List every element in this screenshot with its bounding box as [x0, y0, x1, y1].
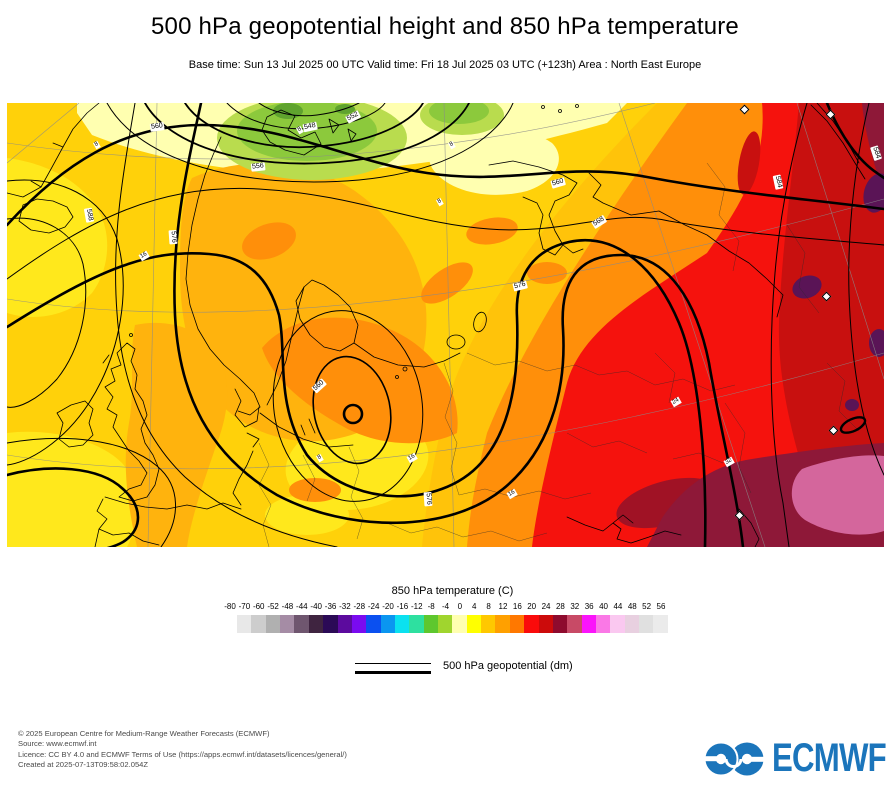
colorbar-cell	[438, 615, 453, 633]
colorbar-tick-label: 0	[457, 602, 463, 611]
colorbar-tick-label: -28	[353, 602, 366, 611]
footer-copyright: © 2025 European Centre for Medium-Range …	[18, 729, 270, 738]
contour-line-sample	[355, 661, 431, 675]
colorbar-tick-label: -32	[339, 602, 351, 611]
colorbar-cell	[337, 615, 352, 633]
weather-map: 560 548 552 556 588 576 560 568 576 584 560 576 584 8…	[7, 103, 884, 547]
page-title: 500 hPa geopotential height and 850 hPa …	[151, 13, 739, 40]
colorbar-cell	[567, 615, 582, 633]
colorbar-cell	[509, 615, 525, 633]
ecmwf-logo-icon	[702, 741, 768, 776]
geopotential-legend-label: 500 hPa geopotential (dm)	[443, 660, 573, 672]
colorbar-tick-label: -44	[296, 602, 308, 611]
colorbar-tick-label: -52	[267, 602, 279, 611]
footer-licence: Licence: CC BY 4.0 and ECMWF Terms of Us…	[18, 749, 347, 759]
colorbar-tick-label: -36	[324, 602, 337, 611]
colorbar-cell	[294, 615, 309, 633]
colorbar-cell	[595, 615, 611, 633]
colorbar-cell	[251, 615, 266, 633]
colorbar-cell	[466, 615, 482, 633]
colorbar-tick-label: -60	[252, 602, 265, 611]
colorbar-cell	[351, 615, 367, 633]
colorbar-tick-label: -20	[382, 602, 394, 611]
colorbar-tick-label: -24	[367, 602, 380, 611]
colorbar-tick-label: 48	[627, 602, 637, 611]
colorbar-cell	[423, 615, 439, 633]
ecmwf-logo: ECMWF	[702, 736, 890, 781]
colorbar-cell	[481, 615, 496, 633]
colorbar-tick-label: 56	[656, 602, 666, 611]
colorbar-cell	[280, 615, 295, 633]
colorbar-cell	[237, 615, 252, 633]
footer-created: Created at 2025-07-13T09:58:02.054Z	[18, 760, 149, 770]
colorbar-tick-label: -80	[224, 602, 236, 611]
geopotential-contour-label: 576	[423, 491, 433, 507]
colorbar-tick-label: -40	[310, 602, 322, 611]
colorbar-ticks: -80 -70 -60 -52 -48 -44 -40 -36 -32 -28 -24 -20 -16-…	[224, 602, 668, 612]
colorbar-cell	[452, 615, 467, 633]
legend-title: 850 hPa temperature (C)	[391, 585, 514, 597]
colorbar-tick-label: 44	[613, 602, 623, 611]
colorbar-cell	[653, 615, 668, 633]
colorbar-cell	[624, 615, 640, 633]
colorbar-tick-label: 20	[527, 602, 537, 611]
colorbar-tick-label: 28	[555, 602, 565, 611]
colorbar-tick-label: 32	[570, 602, 580, 611]
colorbar-tick-label: 24	[541, 602, 551, 611]
colorbar-tick-label: 8	[486, 602, 491, 611]
colorbar-cell	[308, 615, 324, 633]
colorbar-tick-label: 52	[642, 602, 652, 611]
page-subtitle: Base time: Sun 13 Jul 2025 00 UTC Valid …	[188, 59, 702, 71]
colorbar-cell	[610, 615, 625, 633]
colorbar-tick-label: -12	[410, 602, 423, 611]
colorbar-tick-label: -70	[238, 602, 251, 611]
colorbar-tick-label: 4	[471, 602, 477, 611]
colorbar-cell	[581, 615, 596, 633]
colorbar-tick-label: 40	[599, 602, 608, 611]
colorbar-tick-label: -16	[396, 602, 409, 611]
colorbar-tick-label: 36	[584, 602, 594, 611]
footer-credits: © 2025 European Centre for Medium-Range …	[18, 729, 347, 771]
colorbar-tick-label: 12	[498, 602, 508, 611]
ecmwf-logo-text: ECMWF	[772, 736, 887, 780]
map-canvas	[7, 103, 884, 547]
geopotential-contour-label: 556	[250, 162, 266, 172]
colorbar-cell	[538, 615, 553, 633]
colorbar-cell	[495, 615, 510, 633]
colorbar-cell	[552, 615, 568, 633]
colorbar-cell	[639, 615, 654, 633]
colorbar-tick-label: -4	[441, 602, 450, 611]
colorbar-cell	[366, 615, 381, 633]
colorbar-tick-label: 16	[512, 602, 522, 611]
colorbar-cell	[323, 615, 338, 633]
thick-contour-sample	[355, 671, 431, 674]
geopotential-contours	[7, 103, 884, 547]
colorbar-cell	[524, 615, 539, 633]
geopotential-contour-label: 576	[168, 229, 178, 245]
footer-source: Source: www.ecmwf.int	[18, 739, 97, 749]
colorbar-cell	[394, 615, 410, 633]
temperature-colorbar	[237, 615, 668, 633]
colorbar-cell	[265, 615, 281, 633]
thin-contour-sample	[355, 663, 431, 664]
coastlines	[7, 103, 866, 547]
colorbar-cell	[409, 615, 424, 633]
colorbar-tick-label: -48	[281, 602, 294, 611]
colorbar-cell	[380, 615, 395, 633]
colorbar-tick-label: -8	[427, 602, 435, 611]
